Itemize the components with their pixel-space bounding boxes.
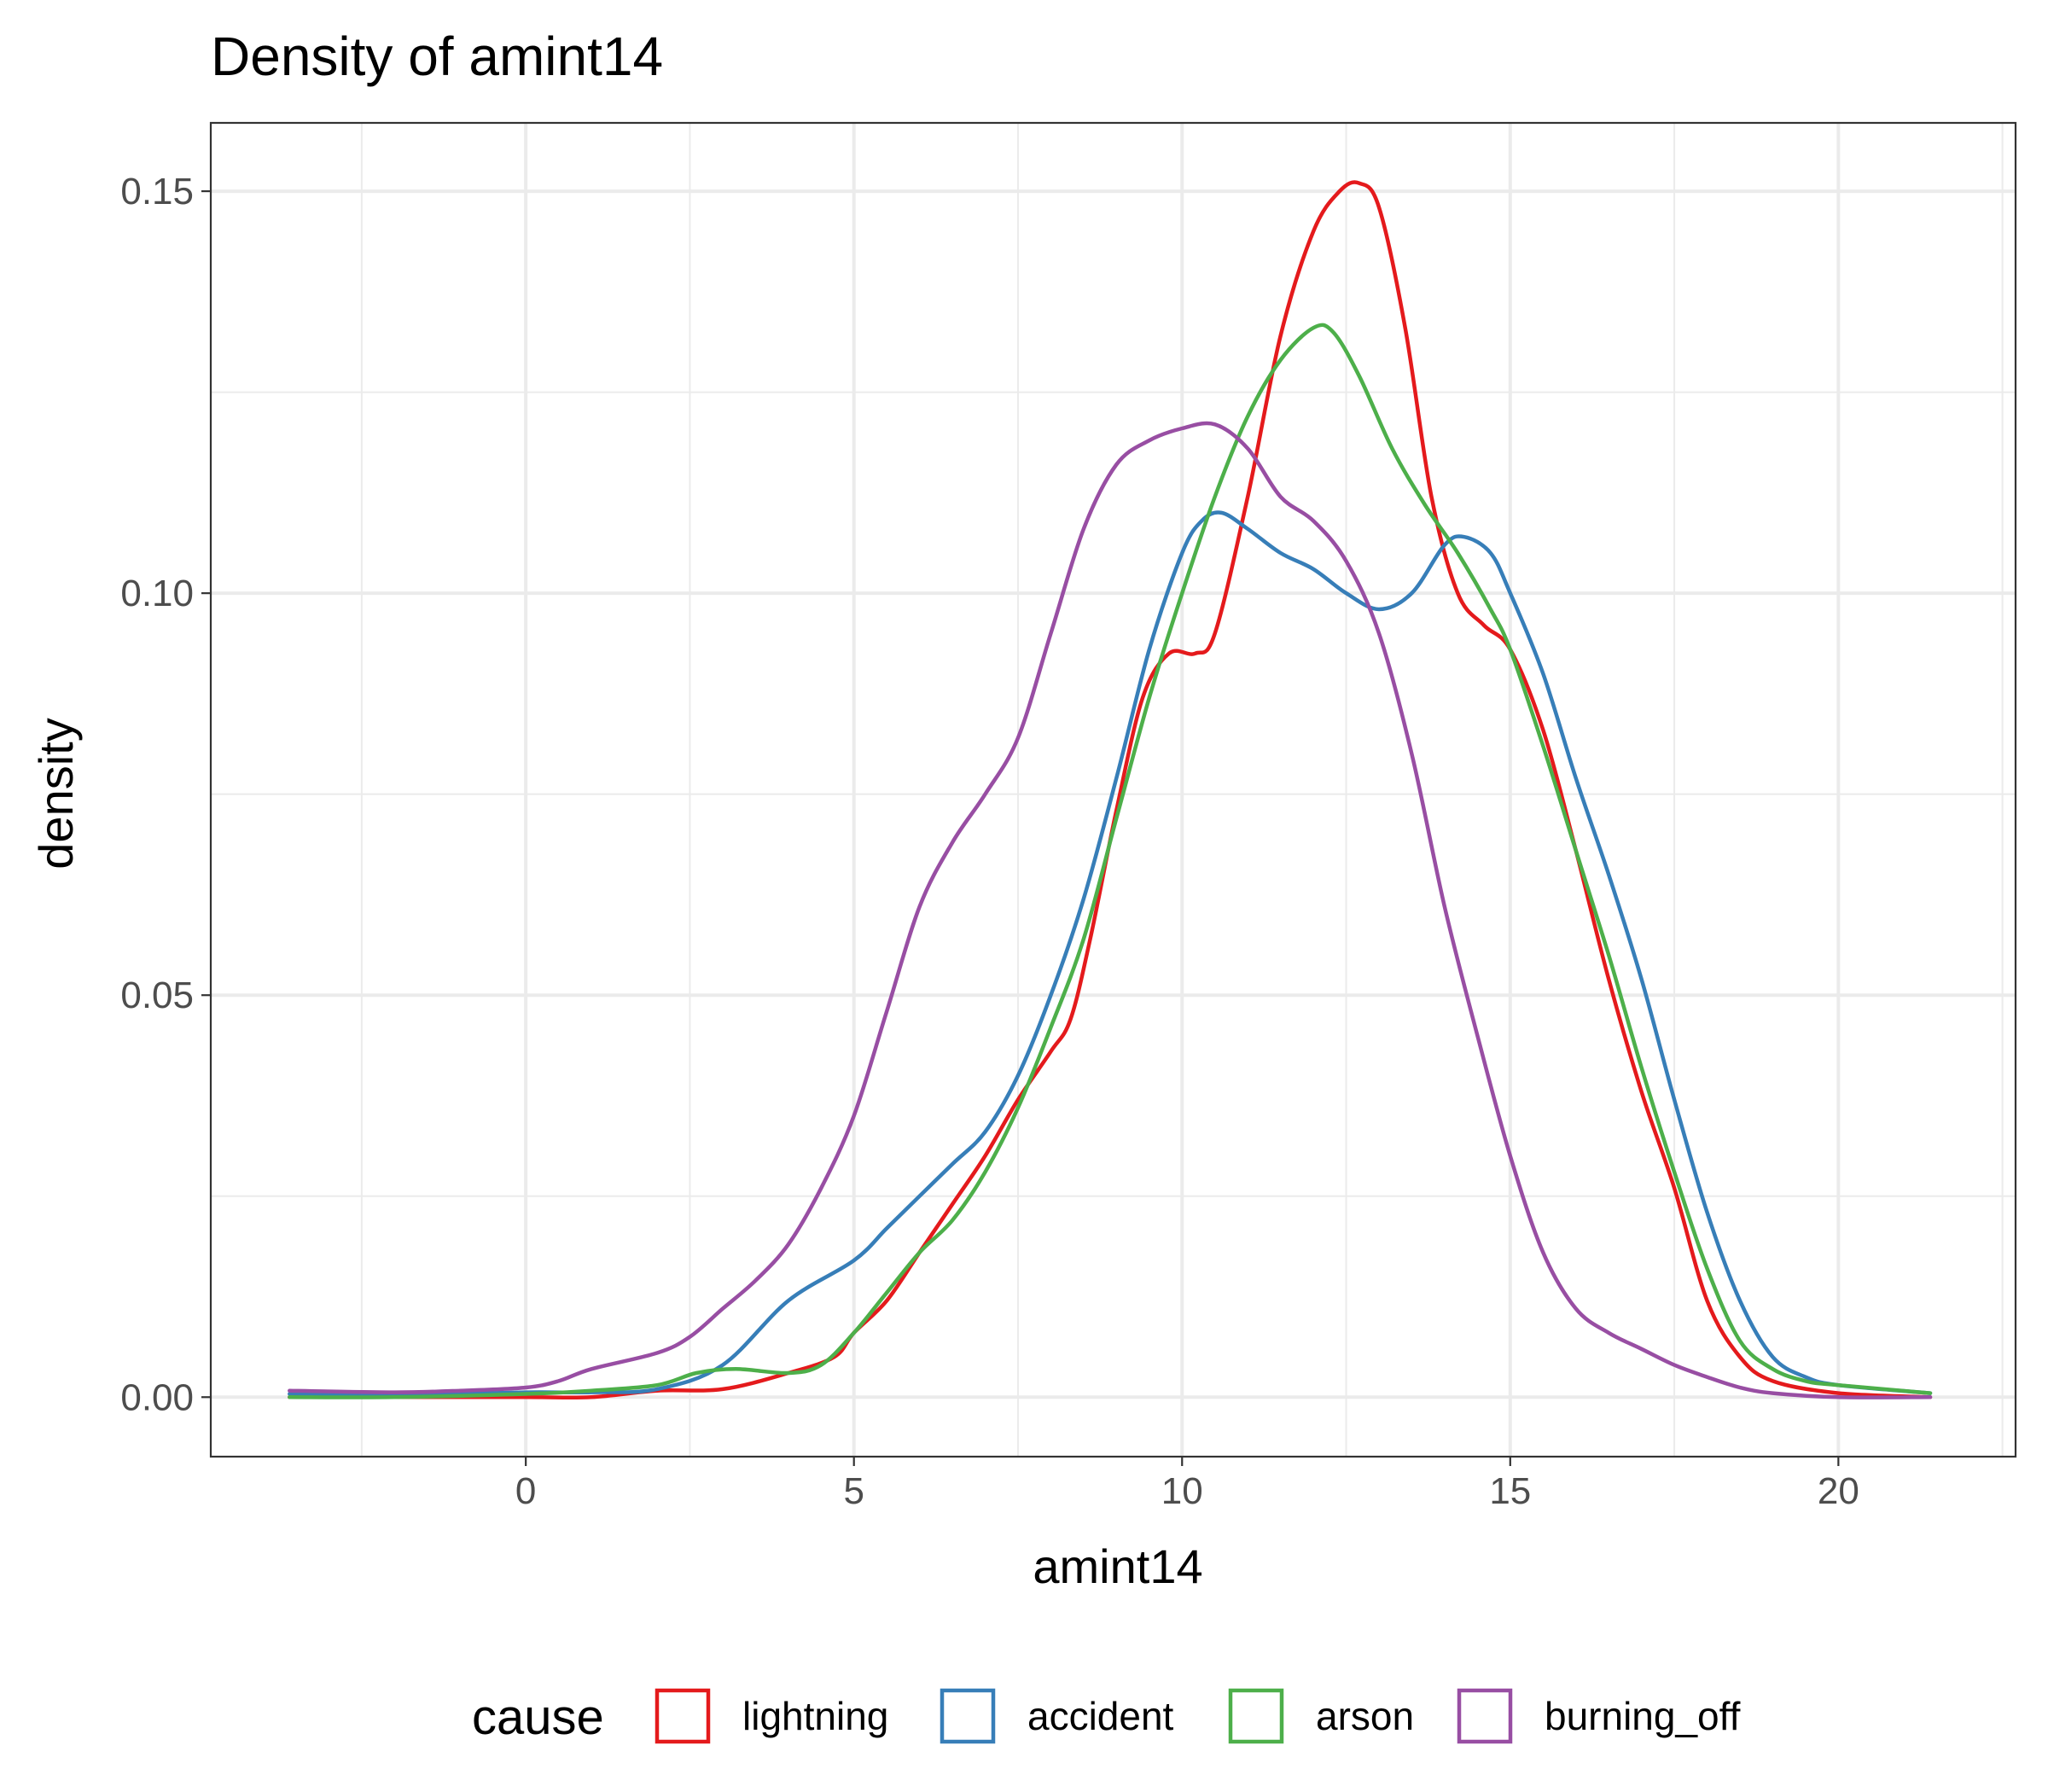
- y-tick-label: 0.15: [120, 171, 194, 212]
- x-tick-label: 20: [1818, 1470, 1859, 1512]
- chart-title: Density of amint14: [211, 26, 663, 87]
- y-axis-label: density: [29, 718, 83, 869]
- y-tick-label: 0.05: [120, 975, 194, 1016]
- series-line-accident: [288, 510, 1933, 1397]
- x-tick-label: 0: [515, 1470, 536, 1512]
- x-tick-label: 10: [1161, 1470, 1203, 1512]
- legend-label-lightning: lightning: [742, 1694, 888, 1738]
- legend-key-burning-off: [1457, 1688, 1513, 1744]
- y-axis: 0.00 0.05 0.10 0.15: [120, 171, 211, 1418]
- legend-key-accident: [940, 1688, 996, 1744]
- plot-panel: [209, 121, 2017, 1458]
- x-axis: 0 5 10 15 20: [515, 1457, 1859, 1512]
- legend: cause lightning accident arson burning_off: [472, 1688, 1741, 1745]
- legend-label-arson: arson: [1316, 1694, 1414, 1738]
- series-line-arson: [288, 323, 1933, 1399]
- legend-key-lightning: [655, 1688, 711, 1744]
- density-curves: [288, 180, 1933, 1400]
- x-tick-label: 15: [1489, 1470, 1531, 1512]
- legend-items: lightning accident arson burning_off: [655, 1688, 1741, 1744]
- y-tick-label: 0.00: [120, 1376, 194, 1418]
- series-line-burning-off: [288, 421, 1933, 1399]
- y-tick-label: 0.10: [120, 573, 194, 614]
- legend-label-burning-off: burning_off: [1545, 1694, 1741, 1738]
- legend-title: cause: [472, 1690, 604, 1745]
- x-tick-label: 5: [843, 1470, 864, 1512]
- x-axis-label: amint14: [1033, 1539, 1202, 1593]
- panel-border: [209, 121, 2017, 1458]
- series-line-lightning: [288, 180, 1933, 1400]
- legend-label-accident: accident: [1027, 1694, 1174, 1738]
- legend-key-arson: [1228, 1688, 1284, 1744]
